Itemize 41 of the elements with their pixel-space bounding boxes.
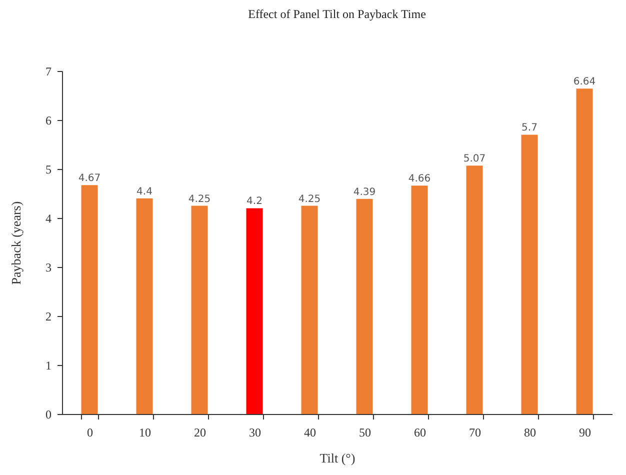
bar (301, 206, 318, 414)
x-tick-label: 90 (579, 426, 591, 440)
x-tick-label: 10 (139, 426, 151, 440)
bar (81, 185, 98, 414)
x-tick-label: 40 (304, 426, 316, 440)
y-tick-label: 3 (46, 260, 52, 274)
x-tick-label: 80 (524, 426, 536, 440)
x-tick-label: 0 (87, 426, 93, 440)
y-tick-label: 1 (46, 358, 52, 372)
y-tick-label: 0 (46, 408, 52, 422)
bar (136, 198, 153, 414)
y-tick-label: 2 (46, 310, 52, 324)
bar (576, 88, 593, 414)
bar (466, 166, 483, 414)
data-label: 5.7 (522, 122, 538, 134)
data-label: 4.2 (246, 196, 262, 208)
bar (521, 134, 538, 414)
data-label: 4.39 (353, 186, 376, 198)
data-label: 4.4 (136, 186, 152, 198)
bar (246, 208, 263, 414)
x-axis-title: Tilt (°) (320, 450, 356, 466)
y-tick-label: 7 (46, 64, 52, 78)
data-label: 4.25 (298, 194, 321, 205)
x-tick-label: 60 (414, 426, 426, 440)
x-tick-label: 50 (359, 426, 371, 440)
y-tick-label: 5 (46, 162, 52, 176)
data-label: 5.07 (463, 154, 486, 165)
y-axis-title: Payback (years) (8, 201, 24, 285)
bar (411, 186, 428, 414)
x-tick-label: 30 (249, 426, 261, 440)
bar (191, 206, 208, 414)
x-tick-label: 70 (469, 426, 481, 440)
data-label: 4.25 (188, 194, 211, 205)
bar (356, 198, 373, 414)
y-tick-label: 4 (46, 212, 52, 226)
data-label: 4.67 (78, 173, 101, 184)
chart-title: Effect of Panel Tilt on Payback Time (248, 7, 426, 21)
x-tick-label: 20 (194, 426, 206, 440)
data-label: 6.64 (573, 76, 596, 88)
data-label: 4.66 (408, 174, 431, 185)
y-tick-label: 6 (46, 114, 52, 128)
